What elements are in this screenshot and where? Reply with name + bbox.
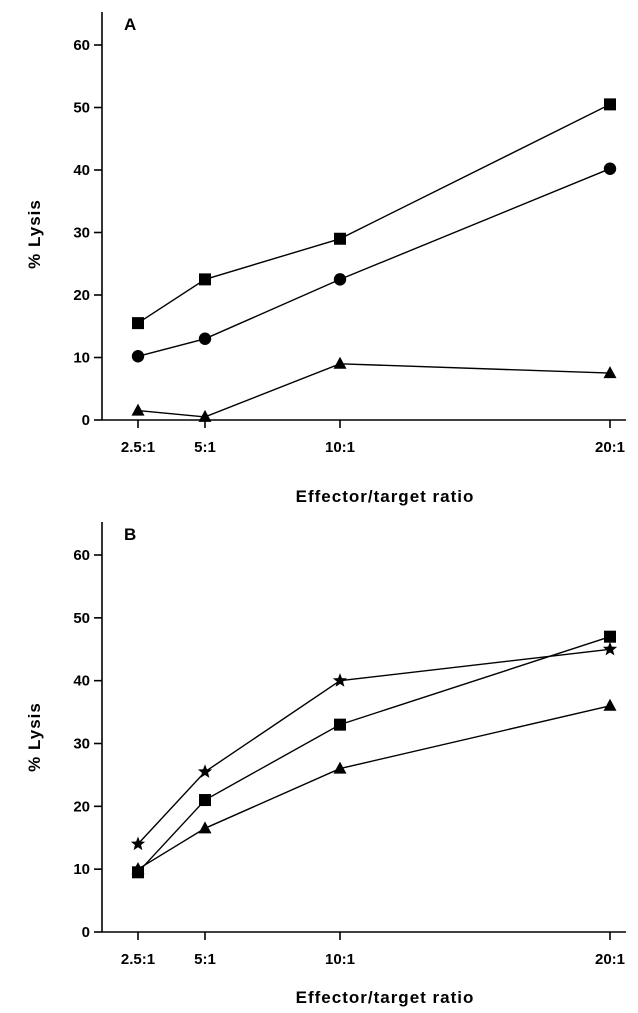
panel-b-x-axis-title: Effector/target ratio bbox=[296, 988, 475, 1007]
panel-a-triangle-point bbox=[603, 366, 617, 379]
panel-a-circle-point bbox=[603, 162, 617, 175]
panel-a-x-axis-title: Effector/target ratio bbox=[296, 487, 475, 506]
panel-a-x-tick-label: 10:1 bbox=[325, 439, 355, 456]
panel-b-series-triangle-line bbox=[137, 705, 611, 870]
panel-b-y-tick-label: 40 bbox=[73, 673, 90, 690]
panel-a-circle-point bbox=[333, 273, 347, 286]
panel-a-y-tick-label: 40 bbox=[73, 162, 90, 179]
panel-b-series-star-line bbox=[137, 648, 611, 845]
panel-a-series-circle-line bbox=[137, 168, 611, 357]
panel-b-chart: B Effector/target ratio % Lysis 0 10 20 30 4… bbox=[25, 522, 626, 1007]
panel-b-x-tick-label: 2.5:1 bbox=[121, 951, 155, 968]
panel-b-x-tick-label: 5:1 bbox=[194, 951, 216, 968]
panel-b-x-tick-label: 10:1 bbox=[325, 951, 355, 968]
panel-b-star-point bbox=[602, 641, 618, 656]
panel-a-x-tick-label: 20:1 bbox=[595, 439, 625, 456]
panel-b-y-tick-label: 30 bbox=[73, 736, 90, 753]
panel-b-y-tick-label: 20 bbox=[73, 798, 90, 815]
panel-b-star-point bbox=[130, 836, 146, 851]
panel-a-square-point bbox=[199, 273, 211, 286]
panel-b-label: B bbox=[124, 525, 136, 544]
panel-b-square-point bbox=[604, 630, 616, 643]
panel-b-y-tick-label: 60 bbox=[73, 547, 90, 564]
panel-a-y-tick-label: 0 bbox=[82, 412, 90, 429]
panel-b-triangle-point bbox=[603, 698, 617, 711]
panel-b-y-tick-label: 50 bbox=[73, 610, 90, 627]
panel-b-square-point bbox=[334, 718, 346, 731]
panel-a-triangle-point bbox=[198, 409, 212, 422]
panel-b-x-tick-label: 20:1 bbox=[595, 951, 625, 968]
panel-b-series-square-line bbox=[137, 636, 611, 873]
panel-a-square-point bbox=[132, 317, 144, 330]
panel-a-y-tick-label: 50 bbox=[73, 100, 90, 117]
panel-b-triangle-point bbox=[198, 821, 212, 834]
panel-b-triangle-point bbox=[131, 862, 145, 875]
panel-a-label: A bbox=[124, 15, 136, 34]
panel-b-star-point bbox=[197, 764, 213, 778]
panel-a-y-tick-label: 10 bbox=[73, 350, 90, 367]
panel-b-y-axis-title: % Lysis bbox=[25, 702, 44, 772]
panel-a-triangle-point bbox=[131, 403, 145, 416]
panel-a-series-triangle-line bbox=[137, 363, 611, 418]
panel-b-triangle-point bbox=[333, 761, 347, 774]
panel-a-circle-point bbox=[198, 332, 212, 345]
panel-b-square-point bbox=[199, 794, 211, 807]
panel-a-y-tick-label: 60 bbox=[73, 37, 90, 54]
panel-a-chart: A Effector/target ratio % Lysis 0 10 20 30 4… bbox=[25, 12, 626, 506]
panel-b-star-point bbox=[332, 673, 348, 687]
panel-a-circle-point bbox=[131, 350, 145, 363]
panel-a-square-point bbox=[604, 98, 616, 111]
panel-a-x-tick-label: 5:1 bbox=[194, 439, 216, 456]
panel-a-x-tick-label: 2.5:1 bbox=[121, 439, 155, 456]
panel-a-y-tick-label: 20 bbox=[73, 287, 90, 304]
panel-a-series-square-line bbox=[137, 103, 611, 324]
panel-a-y-tick-label: 30 bbox=[73, 225, 90, 242]
panel-b-y-tick-label: 0 bbox=[82, 924, 90, 941]
panel-a-square-point bbox=[334, 232, 346, 245]
panel-a-triangle-point bbox=[333, 356, 347, 369]
panel-b-y-tick-label: 10 bbox=[73, 861, 90, 878]
panel-a-y-axis-title: % Lysis bbox=[25, 199, 44, 269]
